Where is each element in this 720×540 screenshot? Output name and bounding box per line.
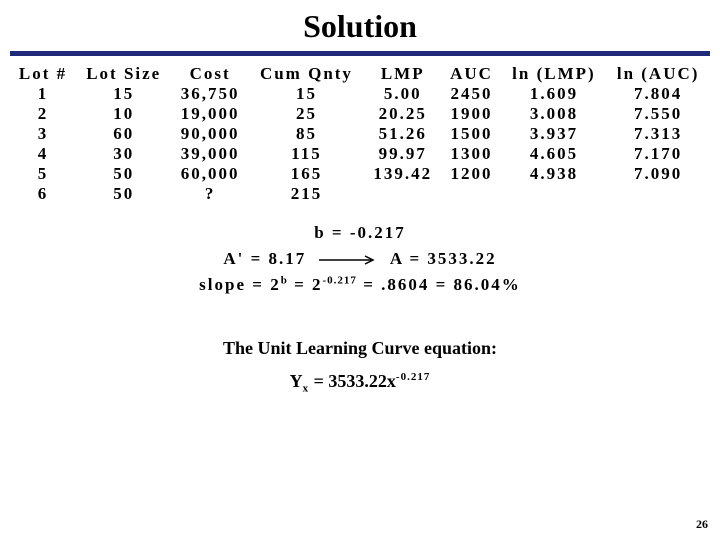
table-row: 6 50 ? 215	[10, 184, 710, 204]
col-auc: AUC	[442, 64, 502, 84]
equation-block: The Unit Learning Curve equation: Yx = 3…	[0, 338, 720, 395]
cell: 36,750	[171, 84, 249, 104]
cell: 215	[249, 184, 364, 204]
slope-suffix: = .8604 = 86.04%	[357, 275, 521, 294]
equation-heading: The Unit Learning Curve equation:	[0, 338, 720, 359]
cell: 4.605	[502, 144, 607, 164]
calc-slope-line: slope = 2b = 2-0.217 = .8604 = 86.04%	[0, 272, 720, 298]
cell: 2450	[442, 84, 502, 104]
cell	[442, 184, 502, 204]
cell: ?	[171, 184, 249, 204]
cell: 7.313	[606, 124, 710, 144]
col-lot-size: Lot Size	[76, 64, 171, 84]
cell: 6	[10, 184, 76, 204]
cell: 51.26	[364, 124, 442, 144]
calc-a-val: A = 3533.22	[390, 249, 497, 268]
arrow-icon	[319, 247, 379, 273]
calc-a-line: A' = 8.17 A = 3533.22	[223, 246, 496, 273]
calc-block: b = -0.217 A' = 8.17 A = 3533.22 slope =…	[0, 220, 720, 298]
cell	[502, 184, 607, 204]
table-row: 5 50 60,000 165 139.42 1200 4.938 7.090	[10, 164, 710, 184]
eq-mid: = 3533.22x	[309, 371, 396, 391]
col-lmp: LMP	[364, 64, 442, 84]
cell: 7.550	[606, 104, 710, 124]
eq-exp: -0.217	[396, 371, 430, 383]
cell: 115	[249, 144, 364, 164]
col-cum-qnty: Cum Qnty	[249, 64, 364, 84]
table-row: 3 60 90,000 85 51.26 1500 3.937 7.313	[10, 124, 710, 144]
cell: 15	[76, 84, 171, 104]
cell	[364, 184, 442, 204]
slope-exp2: -0.217	[323, 275, 357, 287]
cell: 1.609	[502, 84, 607, 104]
table-row: 2 10 19,000 25 20.25 1900 3.008 7.550	[10, 104, 710, 124]
table-row: 4 30 39,000 115 99.97 1300 4.605 7.170	[10, 144, 710, 164]
calc-a-prime: A' = 8.17	[223, 249, 306, 268]
cell: 3	[10, 124, 76, 144]
cell: 60	[76, 124, 171, 144]
cell: 20.25	[364, 104, 442, 124]
cell: 1	[10, 84, 76, 104]
eq-y: Y	[290, 371, 303, 391]
cell: 39,000	[171, 144, 249, 164]
col-lot-num: Lot #	[10, 64, 76, 84]
cell: 10	[76, 104, 171, 124]
page-title: Solution	[0, 0, 720, 49]
slope-exp1: b	[281, 275, 288, 287]
cell: 5.00	[364, 84, 442, 104]
cell: 139.42	[364, 164, 442, 184]
cell: 4	[10, 144, 76, 164]
cell: 99.97	[364, 144, 442, 164]
cell: 60,000	[171, 164, 249, 184]
cell: 1900	[442, 104, 502, 124]
cell: 85	[249, 124, 364, 144]
cell: 50	[76, 164, 171, 184]
calc-b-line: b = -0.217	[0, 220, 720, 246]
cell: 4.938	[502, 164, 607, 184]
cell: 15	[249, 84, 364, 104]
slope-mid: = 2	[288, 275, 323, 294]
cell: 1200	[442, 164, 502, 184]
cell: 30	[76, 144, 171, 164]
col-cost: Cost	[171, 64, 249, 84]
table-row: 1 15 36,750 15 5.00 2450 1.609 7.804	[10, 84, 710, 104]
cell: 2	[10, 104, 76, 124]
cell: 3.008	[502, 104, 607, 124]
cell: 25	[249, 104, 364, 124]
cell: 5	[10, 164, 76, 184]
cell: 7.804	[606, 84, 710, 104]
title-rule	[10, 51, 710, 56]
cell: 3.937	[502, 124, 607, 144]
equation-formula: Yx = 3533.22x-0.217	[0, 371, 720, 395]
cell: 19,000	[171, 104, 249, 124]
cell: 50	[76, 184, 171, 204]
cell: 7.090	[606, 164, 710, 184]
page-number: 26	[696, 517, 708, 532]
col-ln-auc: ln (AUC)	[606, 64, 710, 84]
data-table: Lot # Lot Size Cost Cum Qnty LMP AUC ln …	[10, 64, 710, 204]
table-header-row: Lot # Lot Size Cost Cum Qnty LMP AUC ln …	[10, 64, 710, 84]
col-ln-lmp: ln (LMP)	[502, 64, 607, 84]
cell: 1300	[442, 144, 502, 164]
table-body: 1 15 36,750 15 5.00 2450 1.609 7.804 2 1…	[10, 84, 710, 204]
cell	[606, 184, 710, 204]
cell: 165	[249, 164, 364, 184]
cell: 7.170	[606, 144, 710, 164]
cell: 90,000	[171, 124, 249, 144]
slope-prefix: slope = 2	[199, 275, 281, 294]
cell: 1500	[442, 124, 502, 144]
data-table-wrap: Lot # Lot Size Cost Cum Qnty LMP AUC ln …	[0, 64, 720, 204]
